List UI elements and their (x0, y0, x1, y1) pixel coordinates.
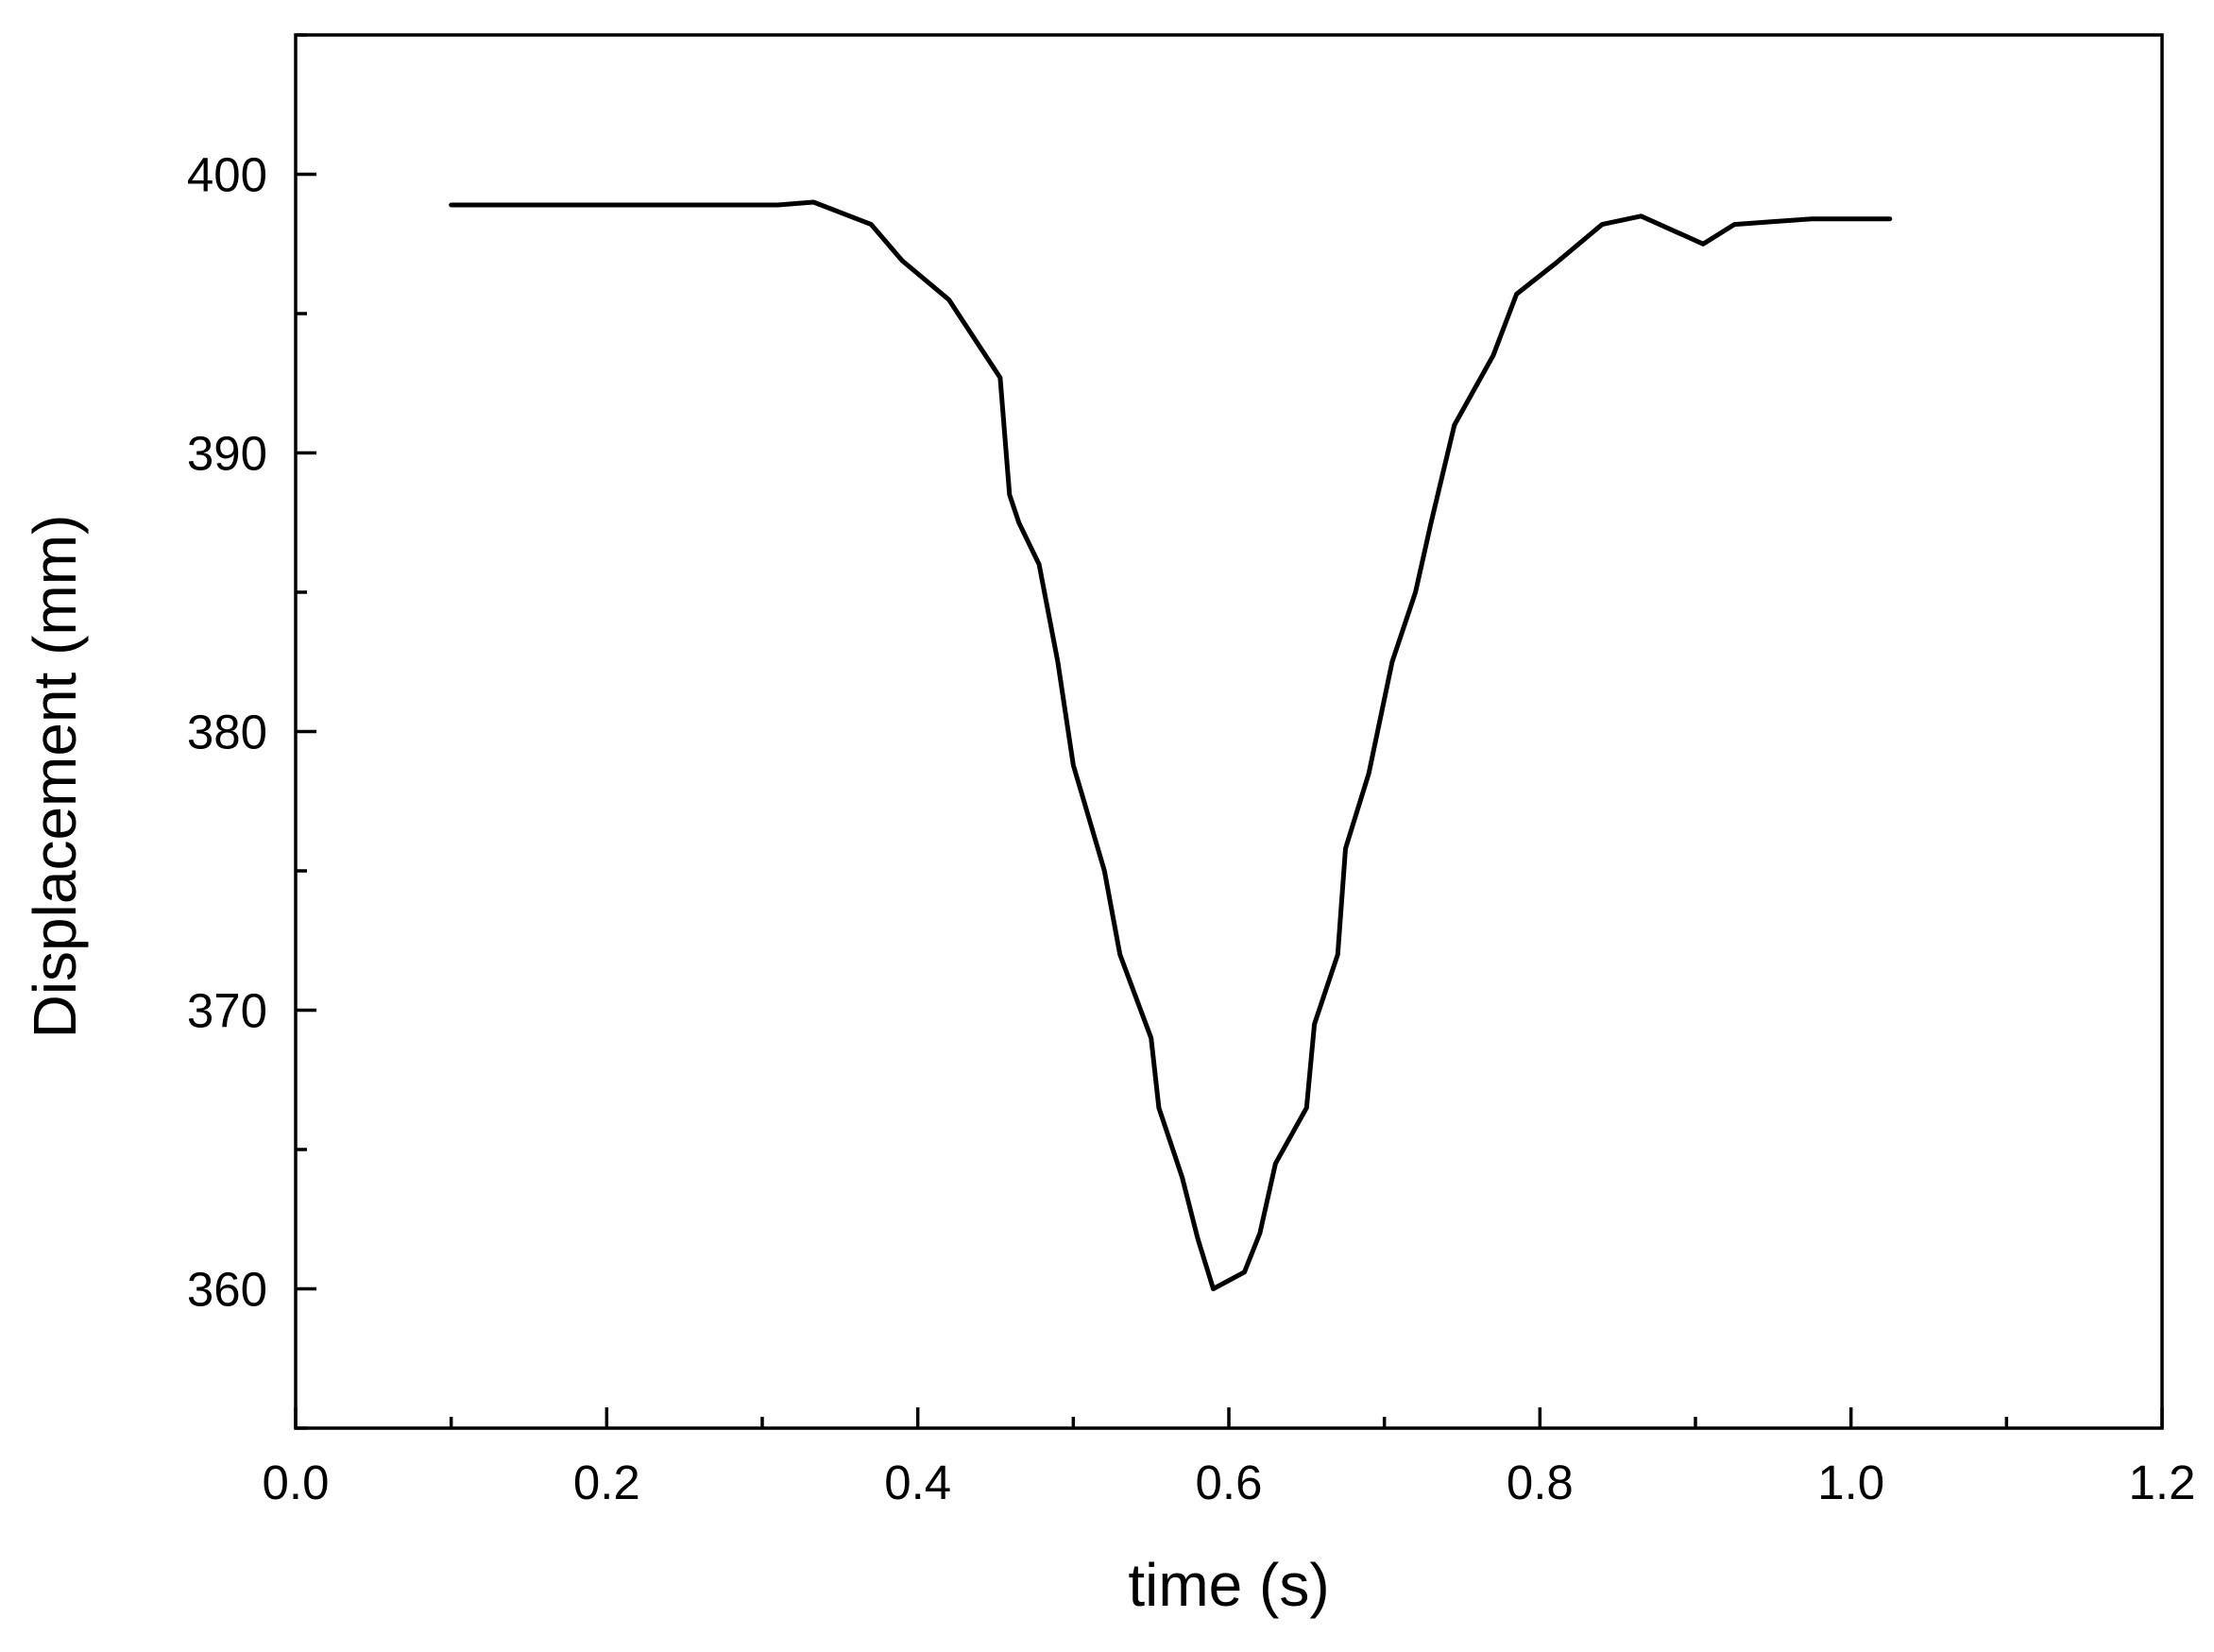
y-tick-label: 360 (187, 1263, 267, 1317)
x-tick-label: 0.4 (884, 1456, 951, 1509)
x-tick-label: 0.8 (1507, 1456, 1574, 1509)
x-tick-label: 0.6 (1196, 1456, 1263, 1509)
y-tick-label: 380 (187, 706, 267, 759)
x-tick-label: 1.0 (1817, 1456, 1884, 1509)
x-tick-label: 1.2 (2129, 1456, 2196, 1509)
x-axis-title: time (s) (1128, 1551, 1329, 1619)
y-axis-title: Displacement (mm) (21, 515, 89, 1039)
series-line (449, 199, 1893, 1291)
plot-frame (294, 33, 2164, 1430)
x-tick-label: 0.2 (573, 1456, 640, 1509)
y-tick-label: 370 (187, 984, 267, 1038)
y-tick-label: 400 (187, 148, 267, 202)
y-tick-label: 390 (187, 427, 267, 481)
x-tick-label: 0.0 (263, 1456, 330, 1509)
y-axis-ticks: 360 370 380 390 400 (187, 33, 316, 1430)
series-layer (449, 199, 1893, 1291)
x-axis-ticks: 0.0 0.2 0.4 0.6 0.8 1.0 1.2 (263, 1407, 2196, 1509)
